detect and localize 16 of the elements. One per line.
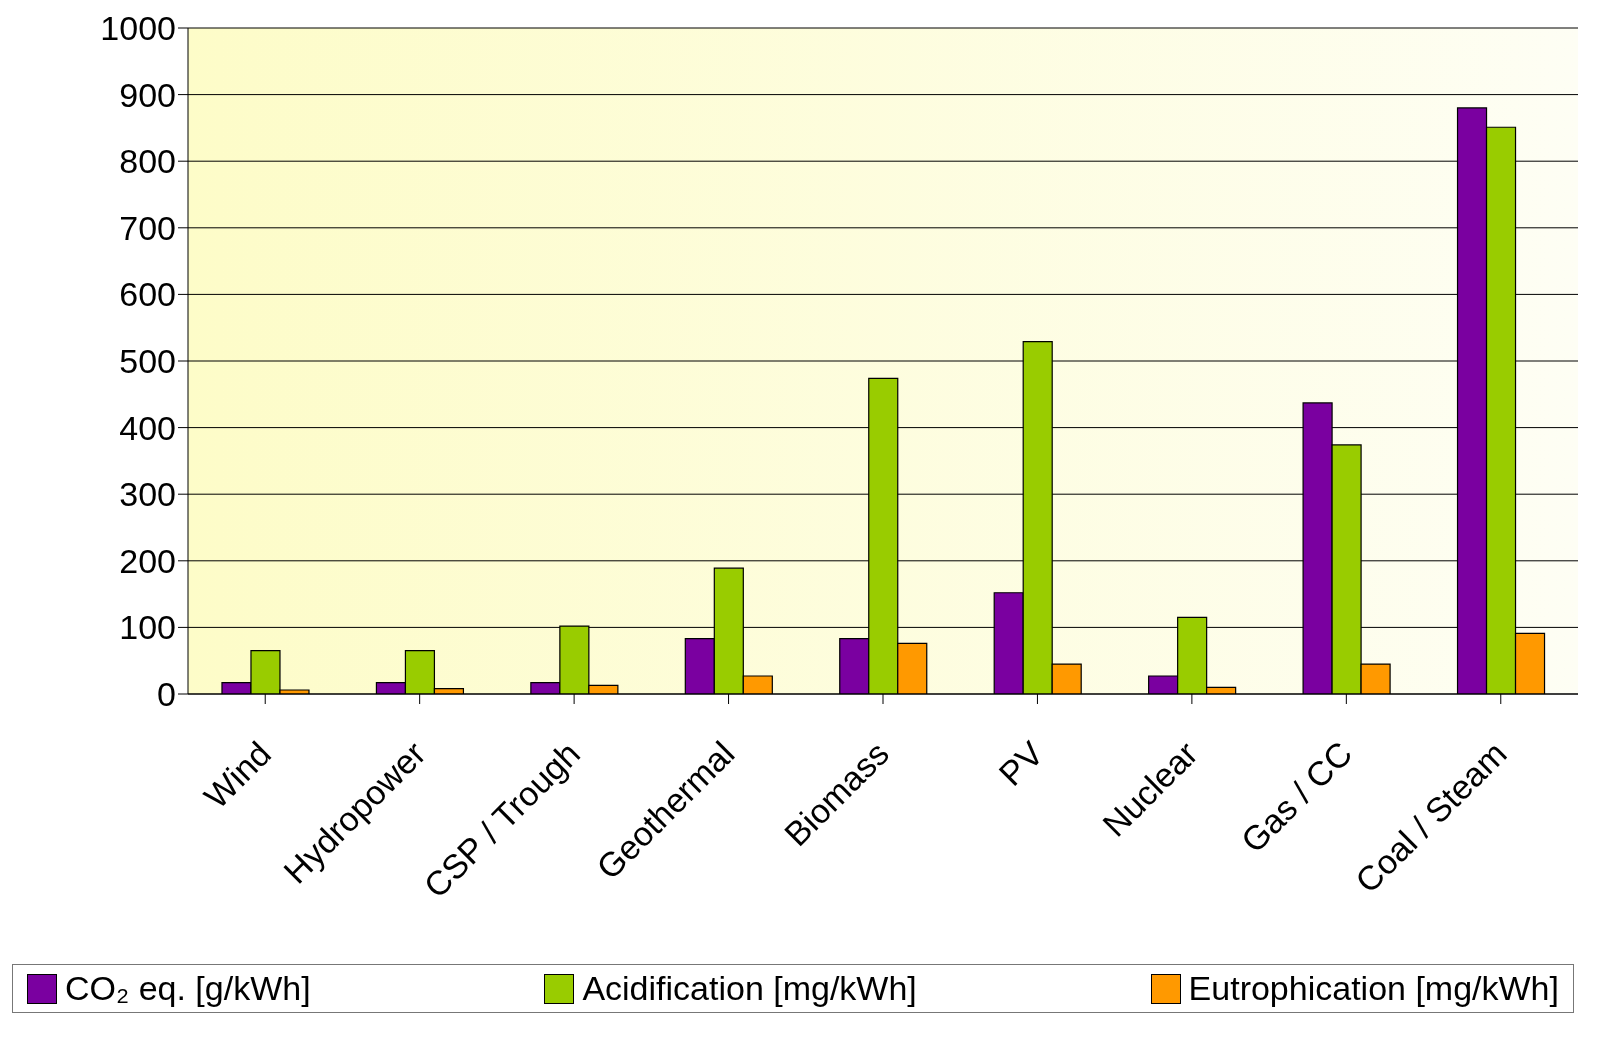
y-tick-label: 0 bbox=[157, 675, 176, 714]
y-tick-label: 100 bbox=[119, 608, 176, 647]
y-tick-label: 600 bbox=[119, 275, 176, 314]
legend-label: Eutrophication [mg/kWh] bbox=[1188, 969, 1559, 1008]
y-tick-label: 200 bbox=[119, 541, 176, 580]
y-tick-label: 800 bbox=[119, 142, 176, 181]
x-tick-label: Gas / CC bbox=[1233, 734, 1360, 860]
y-tick-label: 500 bbox=[119, 342, 176, 381]
y-tick-label: 700 bbox=[119, 208, 176, 247]
y-tick-label: 1000 bbox=[100, 9, 176, 48]
y-tick-label: 400 bbox=[119, 408, 176, 447]
y-tick-label: 900 bbox=[119, 75, 176, 114]
x-tick-label: PV bbox=[991, 733, 1051, 794]
y-tick-label: 300 bbox=[119, 475, 176, 514]
legend-label: CO₂ eq. [g/kWh] bbox=[65, 969, 311, 1008]
legend-label: Acidification [mg/kWh] bbox=[582, 969, 917, 1008]
